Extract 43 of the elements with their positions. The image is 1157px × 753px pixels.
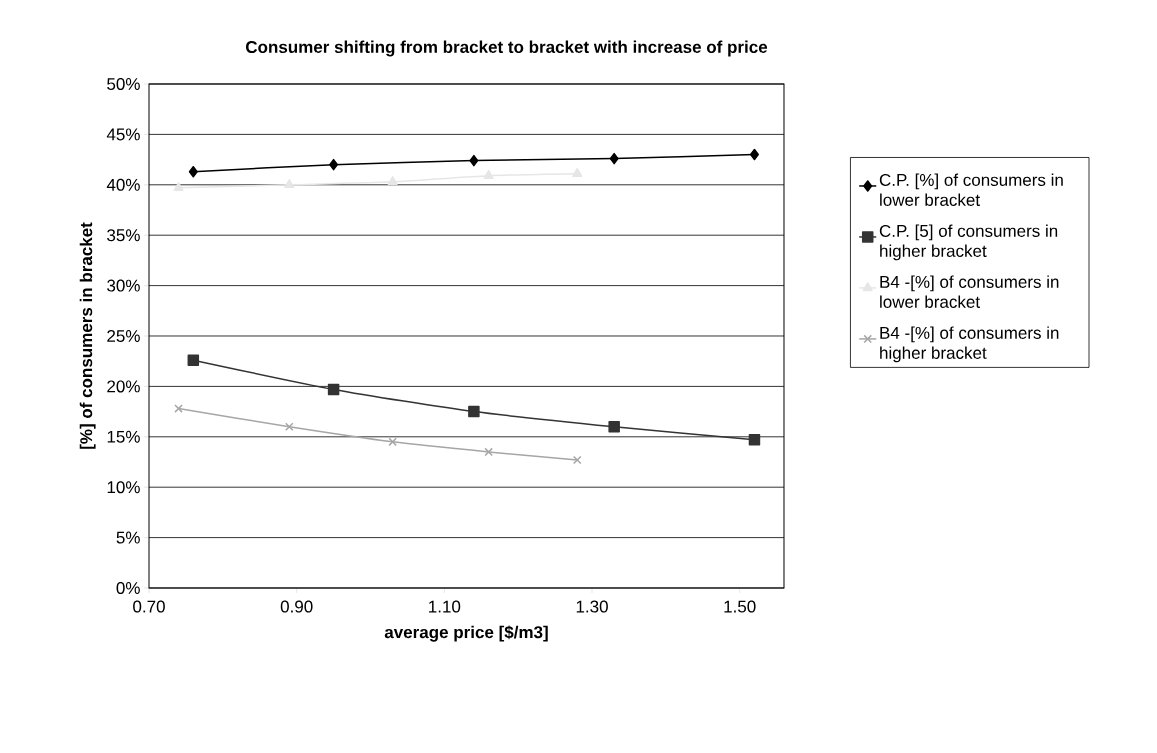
y-tick-label: 50% [107,77,140,91]
point [468,405,480,418]
point [572,167,583,177]
point [284,179,295,189]
point [388,437,397,447]
point [173,182,184,192]
x-tick-label: 1.10 [429,600,461,613]
legend-label: B4 -[%] of consumers in higher bracket [880,326,1059,363]
x-tick-label: 0.90 [280,600,313,613]
y-tick-label: 30% [107,279,140,292]
point [484,447,493,457]
x-axis-title: average price [$/m3] [384,625,548,642]
y-tick-label: 40% [106,178,140,191]
point [174,404,183,413]
point [749,148,759,161]
point [748,434,761,446]
legend-label: C.P. [5] of consumers in higher bracket [879,224,1058,261]
y-tick-label: 35% [107,229,140,242]
point [609,152,619,165]
x-tick-label: 0.70 [133,600,165,613]
legend-label: B4 -[%] of consumers in lower bracket [880,275,1059,308]
y-tick-label: 20% [107,380,140,393]
y-tick-label: 45% [106,128,140,141]
point [483,169,494,179]
y-axis-title: [%] of consumers in bracket [79,222,96,449]
point [327,383,340,396]
point [387,176,398,186]
chart-title: Consumer shifting from bracket to bracket with increase of price [245,40,768,57]
x-tick-label: 1.30 [576,600,608,613]
point [469,154,479,167]
x-tick-label: 1.50 [724,600,756,613]
legend-label: C.P. [%] of consumers in lower bracket [879,173,1063,206]
point [572,455,582,465]
y-tick-label: 5% [116,531,140,544]
point [285,422,294,431]
y-tick-label: 10% [107,481,140,494]
y-tick-label: 15% [107,430,140,443]
point [187,354,200,366]
point [188,165,198,178]
point [608,420,620,433]
point [329,158,339,171]
y-tick-label: 25% [107,329,140,343]
y-tick-label: 0% [116,581,140,595]
